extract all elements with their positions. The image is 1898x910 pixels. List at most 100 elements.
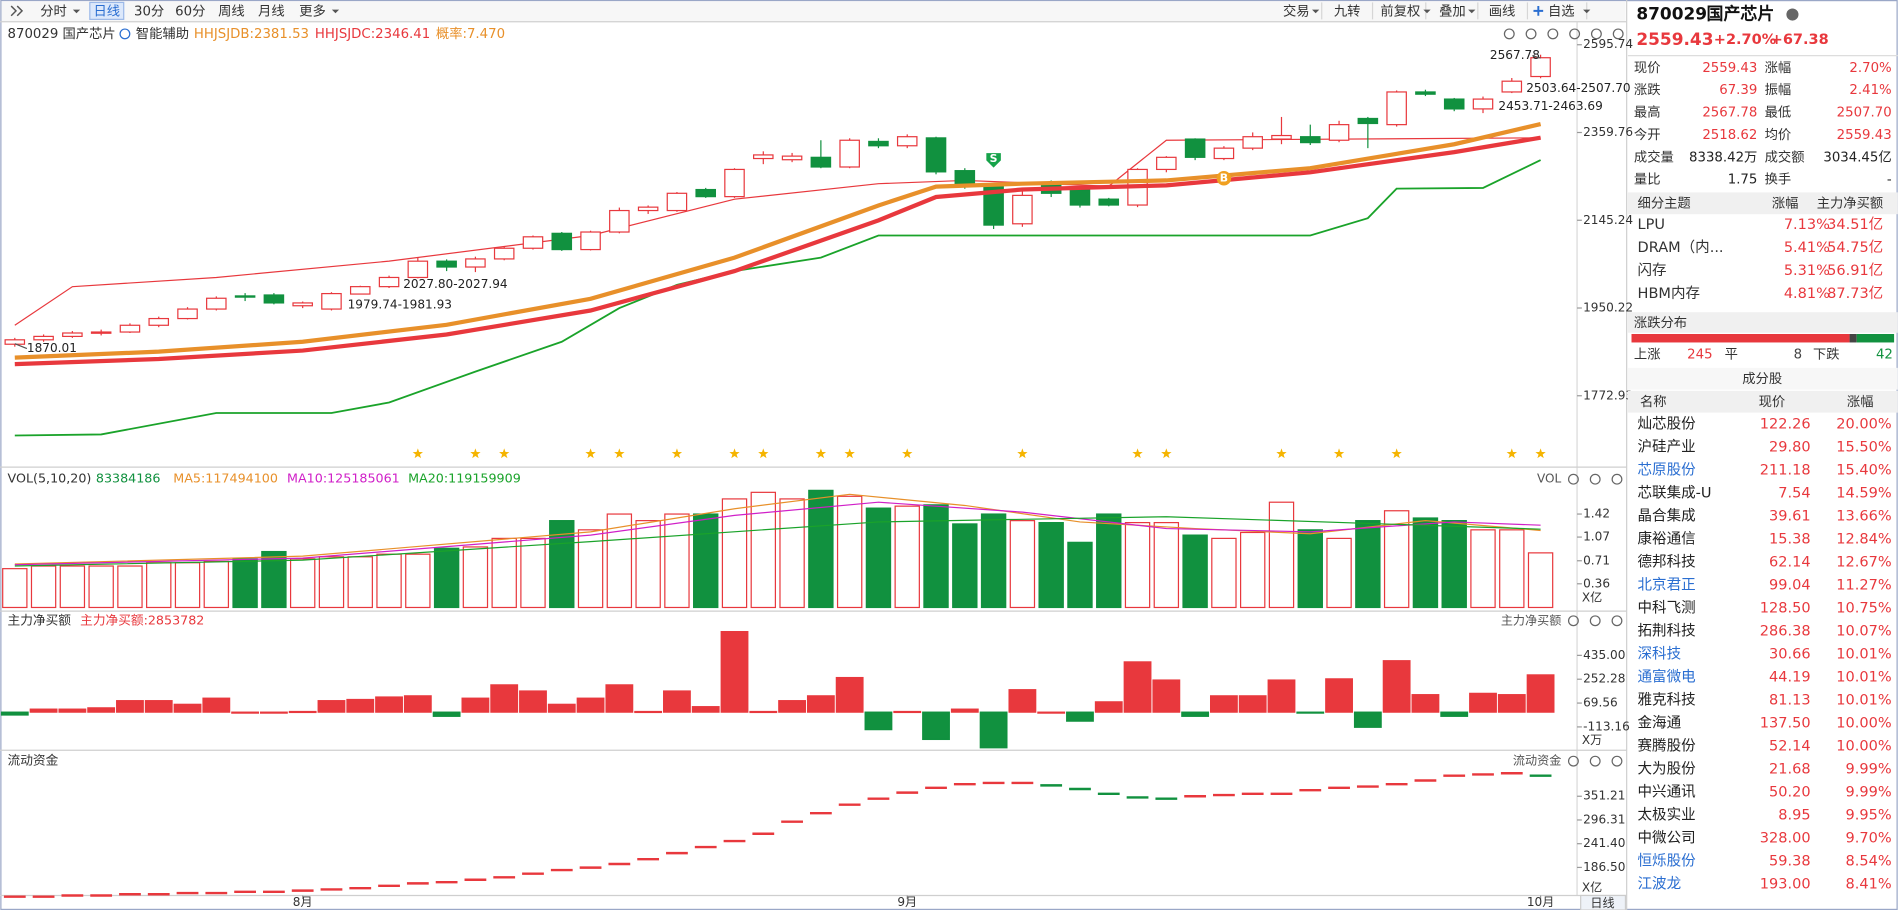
dropdown-caret — [331, 9, 340, 14]
toolbar-button[interactable]: 自选 — [1548, 3, 1575, 19]
candle-body — [551, 232, 573, 251]
toolbar-button[interactable]: 叠加 — [1439, 3, 1466, 19]
toolbar-tab[interactable]: 60分 — [175, 3, 205, 19]
y-tick-label: 252.28 — [1583, 672, 1625, 686]
theme-pct: 5.41% — [1784, 240, 1830, 256]
panel-icon[interactable] — [1611, 615, 1623, 627]
bar — [375, 696, 403, 713]
toolbar-tab[interactable]: 更多 — [299, 2, 326, 19]
bar — [1440, 711, 1469, 717]
section-title: 涨跌分布 — [1634, 315, 1687, 331]
stock-name[interactable]: 北京君正 — [1638, 577, 1696, 594]
chart-icon[interactable] — [1547, 28, 1559, 40]
stock-pct: 20.00% — [1836, 417, 1891, 433]
panel-icon[interactable] — [1589, 473, 1601, 485]
indicator-line — [14, 501, 1541, 566]
stock-name[interactable]: 德邦科技 — [1638, 554, 1696, 571]
bar — [174, 562, 201, 609]
theme-name[interactable]: 闪存 — [1638, 262, 1667, 279]
bar — [432, 711, 461, 717]
stock-name[interactable]: 通富微电 — [1638, 668, 1696, 686]
stock-name[interactable]: 中科飞测 — [1638, 600, 1696, 617]
stock-name[interactable]: 雅克科技 — [1638, 692, 1696, 709]
stock-name[interactable]: 江波龙 — [1638, 876, 1682, 893]
stock-name[interactable]: 芯原股份 — [1638, 462, 1697, 479]
stock-name[interactable]: 中微公司 — [1638, 830, 1696, 847]
table-header: 现价 — [1759, 395, 1786, 410]
stock-name[interactable]: 灿芯股份 — [1638, 416, 1697, 433]
stock-pct: 15.50% — [1836, 440, 1891, 456]
stock-name[interactable]: 赛腾股份 — [1638, 738, 1697, 755]
chart-icon[interactable] — [1612, 28, 1624, 40]
stock-name[interactable]: 恒烁股份 — [1638, 853, 1697, 870]
toolbar-button[interactable]: 交易 — [1283, 2, 1310, 19]
panel-icon[interactable] — [1567, 473, 1579, 485]
collapse-icon[interactable] — [10, 5, 24, 17]
panel-icon[interactable] — [1567, 615, 1579, 627]
quote-value: 67.39 — [1719, 83, 1757, 98]
stock-name[interactable]: 拓荆科技 — [1638, 623, 1696, 640]
toolbar-button[interactable]: 九转 — [1334, 3, 1361, 19]
theme-flow: 34.51亿 — [1827, 216, 1883, 233]
chart-icon[interactable] — [1525, 28, 1537, 40]
y-tick-label: 351.21 — [1583, 789, 1625, 803]
bar — [202, 697, 231, 713]
candle-body — [695, 188, 717, 198]
legend-entry: MA20:119159909 — [408, 471, 521, 486]
info-icon[interactable] — [1786, 8, 1799, 21]
chart-icon[interactable] — [1590, 28, 1602, 40]
stock-name[interactable]: 中兴通讯 — [1638, 784, 1697, 801]
stock-name[interactable]: 康裕通信 — [1638, 531, 1696, 548]
dropdown-caret — [1423, 9, 1431, 14]
stock-name[interactable]: 金海通 — [1638, 715, 1682, 732]
chart-icon[interactable] — [1569, 28, 1581, 40]
bar — [403, 695, 432, 713]
bar — [232, 558, 258, 609]
panel-icon[interactable] — [1589, 615, 1601, 627]
axis-unit: X万 — [1582, 733, 1602, 747]
stock-name[interactable]: 芯联集成-U — [1638, 485, 1712, 502]
assist-icon[interactable] — [119, 28, 131, 40]
panel-icon[interactable] — [1589, 755, 1601, 767]
toolbar-button[interactable]: 画线 — [1489, 3, 1516, 19]
signal-star — [902, 448, 913, 459]
panel-icon[interactable] — [1567, 755, 1579, 767]
bar — [1470, 529, 1496, 609]
stock-name[interactable]: 晶合集成 — [1638, 508, 1696, 525]
bar — [750, 491, 777, 609]
stock-pct: 10.01% — [1836, 670, 1891, 686]
stock-price: 62.14 — [1769, 555, 1811, 571]
quote-label: 振幅 — [1765, 82, 1792, 98]
stock-name[interactable]: 沪硅产业 — [1638, 439, 1696, 456]
theme-name[interactable]: LPU — [1638, 217, 1665, 233]
y-tick-label: 241.40 — [1583, 836, 1625, 850]
stock-name[interactable]: 太极实业 — [1638, 807, 1696, 824]
y-tick-label: 1.07 — [1583, 530, 1610, 544]
bar — [1326, 537, 1352, 609]
candle-body — [1386, 91, 1407, 126]
indicator-label: 概率:7.470 — [436, 25, 505, 42]
quote-label: 涨幅 — [1765, 60, 1792, 76]
theme-name[interactable]: HBM内存 — [1638, 285, 1700, 302]
panel-icon[interactable] — [1611, 755, 1623, 767]
toolbar-tab[interactable]: 30分 — [134, 3, 164, 19]
toolbar-tab[interactable]: 日线 — [93, 3, 120, 19]
price-annotation: 2453.71-2463.69 — [1498, 99, 1602, 113]
candle-body — [1242, 136, 1263, 149]
stock-name[interactable]: 大为股份 — [1638, 761, 1697, 778]
change: +67.38 — [1771, 32, 1829, 48]
theme-name[interactable]: DRAM（内... — [1638, 239, 1724, 256]
candle-body — [1069, 188, 1091, 206]
toolbar-tab[interactable]: 月线 — [258, 3, 285, 19]
stock-code: 870029 — [1636, 4, 1707, 24]
toolbar-tab[interactable]: 周线 — [218, 3, 245, 19]
candle-body — [234, 295, 256, 298]
section-bg — [1627, 312, 1898, 333]
toolbar-tab[interactable]: 分时 — [40, 3, 67, 19]
stock-price: 50.20 — [1769, 785, 1811, 801]
chart-icon[interactable] — [1503, 28, 1515, 40]
quote-label: 今开 — [1634, 127, 1661, 143]
stock-name[interactable]: 深科技 — [1638, 646, 1682, 663]
panel-icon[interactable] — [1611, 473, 1623, 485]
toolbar-button[interactable]: 前复权 — [1380, 2, 1420, 19]
